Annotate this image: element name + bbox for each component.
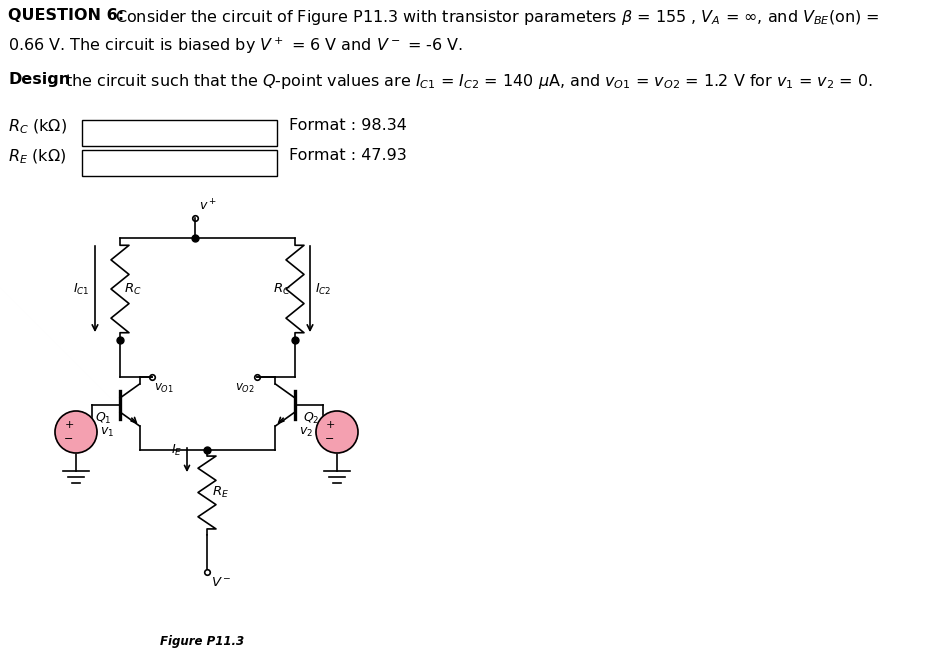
Text: Figure P11.3: Figure P11.3: [159, 635, 244, 648]
Text: $I_E$: $I_E$: [171, 442, 182, 458]
Circle shape: [55, 411, 97, 453]
Bar: [82, 150, 276, 176]
Text: Design: Design: [8, 72, 70, 87]
Text: $R_C$: $R_C$: [124, 282, 142, 296]
Text: −: −: [64, 434, 73, 444]
Text: +: +: [64, 420, 73, 430]
Text: +: +: [325, 420, 335, 430]
Text: the circuit such that the $Q$-point values are $I_{C1}$ = $I_{C2}$ = 140 $\mu$A,: the circuit such that the $Q$-point valu…: [65, 72, 872, 91]
Text: $R_C$: $R_C$: [273, 282, 291, 296]
Text: QUESTION 6:: QUESTION 6:: [8, 8, 124, 23]
Text: $Q_1$: $Q_1$: [95, 411, 112, 426]
Text: $R_C$ (k$\Omega$): $R_C$ (k$\Omega$): [8, 118, 67, 137]
Text: $I_{C2}$: $I_{C2}$: [314, 282, 331, 296]
Text: Consider the circuit of Figure P11.3 with transistor parameters $\beta$ = 155 , : Consider the circuit of Figure P11.3 wit…: [115, 8, 879, 27]
Text: 0.66 V. The circuit is biased by $V^+$ = 6 V and $V^-$ = -6 V.: 0.66 V. The circuit is biased by $V^+$ =…: [8, 36, 463, 57]
Bar: [82, 120, 276, 146]
Text: $v_{O2}$: $v_{O2}$: [235, 382, 255, 395]
Text: $R_E$: $R_E$: [211, 484, 229, 500]
Text: $v_1$: $v_1$: [100, 426, 114, 438]
Circle shape: [316, 411, 358, 453]
Text: $v_{O1}$: $v_{O1}$: [154, 382, 173, 395]
Text: Format : 98.34: Format : 98.34: [288, 118, 406, 133]
Text: −: −: [325, 434, 335, 444]
Text: $I_{C1}$: $I_{C1}$: [73, 282, 90, 296]
Text: $Q_2$: $Q_2$: [303, 411, 319, 426]
Text: Format : 47.93: Format : 47.93: [288, 148, 406, 163]
Text: $V^-$: $V^-$: [210, 576, 231, 589]
Text: $v^+$: $v^+$: [198, 198, 217, 214]
Text: $R_E$ (k$\Omega$): $R_E$ (k$\Omega$): [8, 148, 67, 166]
Text: $v_2$: $v_2$: [298, 426, 312, 438]
